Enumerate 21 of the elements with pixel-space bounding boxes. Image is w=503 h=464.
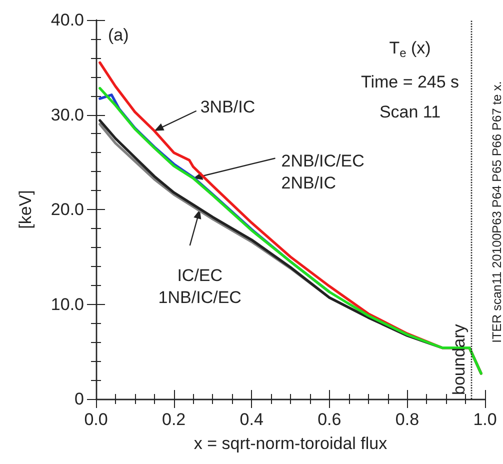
annotation: 3NB/IC [200, 97, 256, 116]
ref-line-label: boundary [449, 324, 468, 395]
y-tick-label: 0 [74, 390, 84, 408]
y-tick-label: 20.0 [50, 200, 84, 219]
x-tick-label: 1.0 [473, 410, 497, 429]
annotation: Scan 11 [379, 102, 441, 122]
annotation: (a) [108, 26, 129, 44]
x-tick-label: 0.2 [162, 410, 186, 429]
y-tick-label: 10.0 [50, 294, 84, 314]
annotation: Time = 245 s [360, 72, 460, 92]
x-tick-label: 0.4 [240, 410, 264, 429]
text: ITER scan11 20100P63 P64 P65 P66 P67 te x. [490, 81, 503, 343]
x-tick-label: 0.0 [84, 410, 108, 429]
x-tick-label: 0.6 [318, 410, 342, 429]
annotation: 2NB/IC/EC 2NB/IC [281, 152, 364, 193]
x-axis-title: x = sqrt-norm-toroidal flux [194, 434, 388, 453]
annotation: IC/EC 1NB/IC/EC [158, 266, 242, 307]
y-tick-label: 40.0 [50, 10, 84, 30]
y-tick-label: 30.0 [50, 105, 84, 124]
y-axis-title: [keV] [16, 190, 35, 229]
x-tick-label: 0.8 [395, 410, 420, 429]
